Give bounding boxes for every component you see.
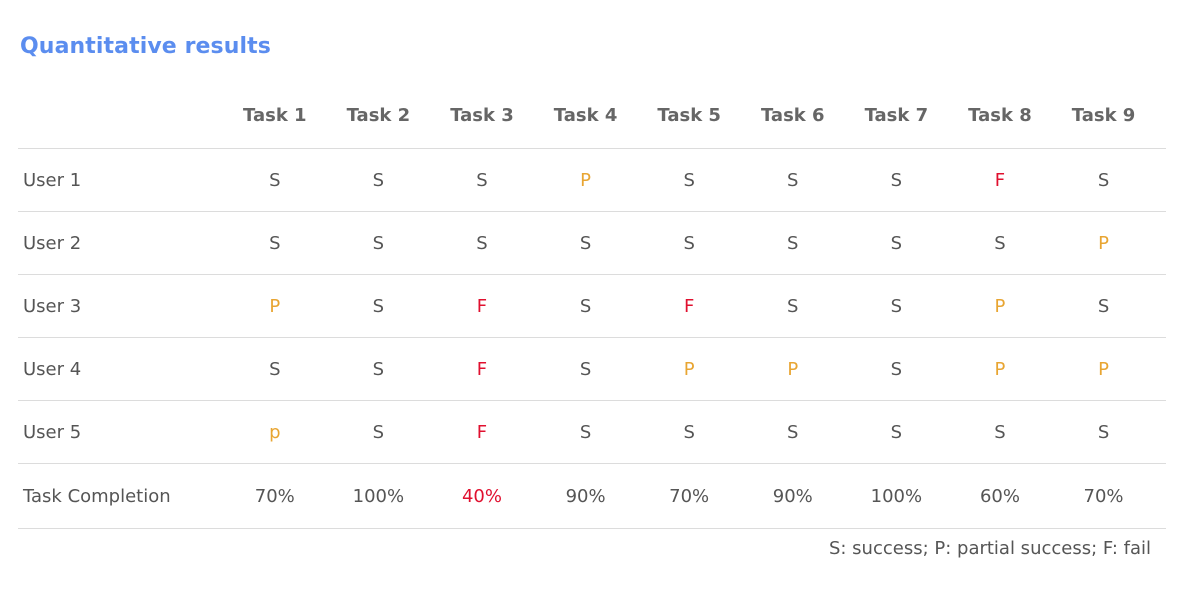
result-cell: p bbox=[269, 421, 281, 443]
column-header: Task 8 bbox=[968, 104, 1032, 126]
result-cell: F bbox=[476, 358, 488, 380]
legend-text: S: success; P: partial success; F: fail bbox=[828, 538, 1151, 559]
completion-value: 70% bbox=[669, 485, 710, 507]
completion-value: 60% bbox=[979, 485, 1020, 507]
page-title: Quantitative results bbox=[20, 34, 271, 59]
result-cell: F bbox=[476, 295, 488, 317]
column-header: Task 5 bbox=[657, 104, 721, 126]
completion-value: 100% bbox=[352, 485, 405, 507]
table-header: Task 1 Task 2 Task 3 Task 4 Task 5 Task … bbox=[18, 82, 1166, 149]
result-cell: P bbox=[787, 358, 799, 380]
result-cell: S bbox=[372, 295, 385, 317]
column-header: Task 3 bbox=[450, 104, 514, 126]
completion-value: 70% bbox=[1083, 485, 1124, 507]
result-cell: S bbox=[787, 295, 799, 317]
result-cell: S bbox=[994, 421, 1006, 443]
result-cell: S bbox=[787, 421, 799, 443]
result-cell: S bbox=[372, 169, 385, 191]
result-cell: S bbox=[683, 169, 695, 191]
table-row: User 2 S S S S S S S S P bbox=[18, 212, 1166, 275]
column-header: Task 4 bbox=[553, 104, 618, 126]
result-cell: S bbox=[683, 421, 695, 443]
row-label: User 5 bbox=[23, 421, 82, 443]
table-row: User 1 S S S P S S S F S bbox=[18, 149, 1166, 212]
result-cell: S bbox=[579, 358, 592, 380]
row-label: User 3 bbox=[23, 295, 82, 317]
result-cell: S bbox=[269, 232, 281, 254]
result-cell: S bbox=[890, 169, 903, 191]
result-cell: P bbox=[1098, 358, 1109, 380]
result-cell: S bbox=[579, 295, 592, 317]
result-cell: S bbox=[683, 232, 695, 254]
result-cell: S bbox=[372, 232, 385, 254]
column-header: Task 6 bbox=[760, 104, 825, 126]
result-cell: P bbox=[580, 169, 591, 191]
column-header: Task 7 bbox=[864, 104, 929, 126]
result-cell: S bbox=[787, 232, 799, 254]
result-cell: S bbox=[1097, 421, 1110, 443]
completion-value: 90% bbox=[565, 485, 606, 507]
result-cell: S bbox=[890, 295, 903, 317]
completion-value: 90% bbox=[772, 485, 813, 507]
result-cell: S bbox=[890, 232, 903, 254]
completion-value: 40% bbox=[461, 485, 502, 507]
completion-value: 100% bbox=[870, 485, 923, 507]
result-cell: S bbox=[372, 421, 385, 443]
result-cell: S bbox=[579, 232, 592, 254]
table-row: User 3 P S F S F S S P S bbox=[18, 275, 1166, 338]
row-label: User 1 bbox=[23, 169, 82, 191]
result-cell: F bbox=[683, 295, 695, 317]
result-cell: P bbox=[994, 295, 1006, 317]
table-row: User 5 p S F S S S S S S bbox=[18, 401, 1166, 464]
result-cell: S bbox=[579, 421, 592, 443]
result-cell: S bbox=[1097, 169, 1110, 191]
column-header: Task 9 bbox=[1071, 104, 1136, 126]
result-cell: S bbox=[476, 232, 488, 254]
result-cell: S bbox=[1097, 295, 1110, 317]
result-cell: S bbox=[476, 169, 488, 191]
result-cell: S bbox=[994, 232, 1006, 254]
result-cell: P bbox=[1098, 232, 1109, 254]
column-header: Task 1 bbox=[243, 104, 307, 126]
result-cell: P bbox=[683, 358, 695, 380]
result-cell: S bbox=[269, 358, 281, 380]
completion-value: 70% bbox=[254, 485, 295, 507]
result-cell: S bbox=[890, 358, 903, 380]
column-header: Task 2 bbox=[346, 104, 411, 126]
result-cell: P bbox=[994, 358, 1006, 380]
results-table: Task 1 Task 2 Task 3 Task 4 Task 5 Task … bbox=[18, 82, 1166, 529]
result-cell: F bbox=[994, 169, 1006, 191]
result-cell: F bbox=[476, 421, 488, 443]
result-cell: S bbox=[372, 358, 385, 380]
table-row: User 4 S S F S P P S P P bbox=[18, 338, 1166, 401]
result-cell: S bbox=[890, 421, 903, 443]
row-label: User 2 bbox=[23, 232, 82, 254]
row-label: User 4 bbox=[23, 358, 82, 380]
completion-label: Task Completion bbox=[23, 485, 171, 507]
result-cell: S bbox=[269, 169, 281, 191]
result-cell: P bbox=[269, 295, 281, 317]
result-cell: S bbox=[787, 169, 799, 191]
completion-row: Task Completion 70% 100% 40% 90% 70% 90%… bbox=[18, 464, 1166, 529]
